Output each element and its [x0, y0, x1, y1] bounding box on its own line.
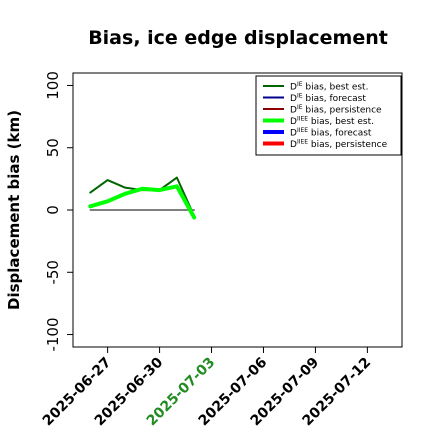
- y-tick-label: 0: [44, 205, 62, 215]
- legend-entry: DIE bias, best est.: [290, 81, 368, 93]
- legend-box: [255, 75, 402, 156]
- legend-entry: DIIEE bias, best est.: [290, 116, 374, 128]
- y-tick-label: -100: [44, 318, 62, 352]
- legend-entry: DIE bias, persistence: [290, 104, 382, 116]
- series-line: [88, 184, 197, 220]
- legend-entry: DIE bias, forecast: [290, 93, 366, 105]
- y-tick-label: -50: [44, 260, 62, 285]
- legend-entry: DIIEE bias, forecast: [290, 127, 372, 139]
- y-tick-label: 50: [44, 138, 62, 157]
- y-axis-label: Displacement bias (km): [5, 110, 23, 310]
- y-tick-label: 100: [44, 71, 62, 100]
- legend-entry: DIIEE bias, persistence: [290, 139, 388, 151]
- chart-title: Bias, ice edge displacement: [88, 27, 388, 49]
